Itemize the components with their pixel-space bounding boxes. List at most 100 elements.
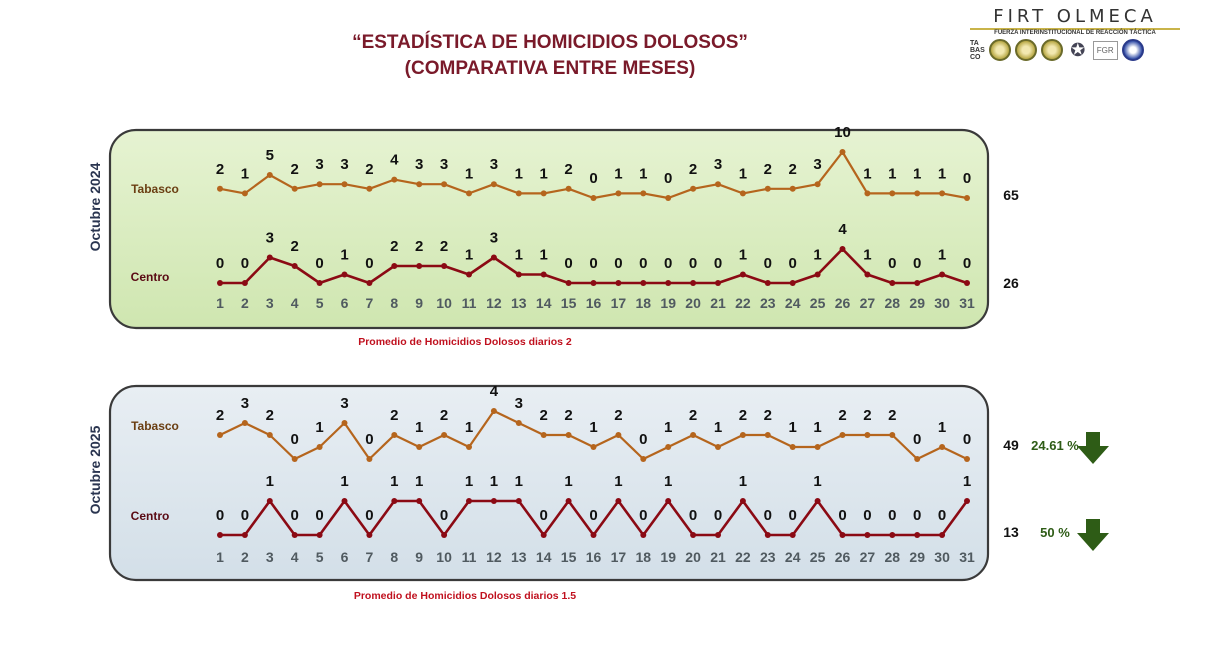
x-tick-label: 29 <box>909 549 925 565</box>
data-point <box>590 532 597 538</box>
x-tick-label: 19 <box>660 549 676 565</box>
data-point <box>391 263 398 269</box>
data-label: 3 <box>813 156 821 173</box>
data-label: 4 <box>490 383 499 400</box>
data-label: 1 <box>540 165 548 182</box>
data-point <box>441 263 448 269</box>
data-label: 1 <box>490 473 498 490</box>
data-label: 1 <box>614 165 622 182</box>
data-label: 1 <box>938 165 946 182</box>
data-point <box>341 420 348 426</box>
x-tick-label: 22 <box>735 295 751 311</box>
series-label-centro: Centro <box>131 270 170 284</box>
data-point <box>964 456 970 462</box>
x-tick-label: 23 <box>760 295 776 311</box>
data-label: 1 <box>789 419 797 436</box>
x-tick-label: 6 <box>341 295 349 311</box>
data-label: 0 <box>216 507 224 524</box>
data-label: 3 <box>241 395 249 412</box>
series-total: 49 <box>1003 437 1019 453</box>
data-label: 1 <box>639 165 647 182</box>
data-label: 3 <box>490 230 498 247</box>
data-label: 0 <box>938 507 946 524</box>
data-point <box>266 498 273 504</box>
data-label: 3 <box>415 156 423 173</box>
data-point <box>291 532 298 538</box>
data-label: 1 <box>465 419 473 436</box>
data-label: 1 <box>340 473 348 490</box>
data-label: 2 <box>888 407 896 424</box>
change-percent: 50 % <box>1040 525 1070 540</box>
data-point <box>565 185 572 192</box>
x-tick-label: 25 <box>810 549 826 565</box>
seal-3-icon <box>1040 39 1063 61</box>
data-label: 1 <box>241 165 249 182</box>
x-tick-label: 15 <box>561 295 577 311</box>
x-tick-label: 4 <box>291 549 299 565</box>
x-tick-label: 14 <box>536 295 552 311</box>
data-label: 0 <box>963 431 971 448</box>
data-point <box>615 432 622 438</box>
data-label: 0 <box>365 255 373 272</box>
data-label: 2 <box>838 407 846 424</box>
data-point <box>640 190 647 197</box>
data-label: 2 <box>415 238 423 255</box>
data-point <box>366 185 373 192</box>
average-note: Promedio de Homicidios Dolosos diarios 2 <box>358 336 572 348</box>
page-title: “ESTADÍSTICA DE HOMICIDIOS DOLOSOS” (COM… <box>0 30 1100 82</box>
data-label: 2 <box>863 407 871 424</box>
data-point <box>739 432 746 438</box>
data-label: 1 <box>340 247 348 264</box>
data-point <box>939 190 946 197</box>
x-tick-label: 10 <box>436 549 452 565</box>
data-point <box>590 280 597 286</box>
series-total: 65 <box>1003 187 1019 203</box>
data-point <box>690 432 697 438</box>
data-point <box>939 444 946 450</box>
logo-rule <box>970 28 1180 30</box>
data-label: 0 <box>564 255 572 272</box>
x-tick-label: 26 <box>835 549 851 565</box>
data-label: 0 <box>789 507 797 524</box>
data-point <box>441 181 448 188</box>
data-point <box>515 190 522 197</box>
change-percent: 24.61 % <box>1031 438 1079 453</box>
data-label: 0 <box>589 255 597 272</box>
data-point <box>814 444 821 450</box>
data-label: 2 <box>365 161 373 178</box>
data-label: 2 <box>764 407 772 424</box>
data-label: 2 <box>540 407 548 424</box>
data-label: 1 <box>813 247 821 264</box>
data-point <box>764 432 771 438</box>
data-point <box>690 185 697 192</box>
data-label: 0 <box>315 255 323 272</box>
data-label: 3 <box>714 156 722 173</box>
title-line-2: (COMPARATIVA ENTRE MESES) <box>404 58 696 79</box>
data-point <box>540 532 547 538</box>
x-tick-label: 18 <box>636 549 652 565</box>
data-label: 0 <box>963 255 971 272</box>
data-point <box>665 498 672 504</box>
data-label: 0 <box>664 170 672 187</box>
data-point <box>615 280 622 286</box>
data-point <box>640 280 647 286</box>
x-tick-label: 27 <box>860 295 876 311</box>
firt-olmeca-logo: FIRT OLMECA FUERZA INTERINSTITUCIONAL DE… <box>970 6 1190 61</box>
data-label: 0 <box>664 255 672 272</box>
data-label: 0 <box>764 507 772 524</box>
data-label: 2 <box>739 407 747 424</box>
x-tick-label: 13 <box>511 295 527 311</box>
data-point <box>615 190 622 197</box>
x-tick-label: 22 <box>735 549 751 565</box>
data-point <box>217 280 223 286</box>
data-label: 0 <box>216 255 224 272</box>
data-point <box>864 432 871 438</box>
x-tick-label: 27 <box>860 549 876 565</box>
data-label: 1 <box>739 473 747 490</box>
data-point <box>540 432 547 438</box>
data-label: 0 <box>963 170 971 187</box>
data-point <box>914 456 921 462</box>
data-point <box>341 498 348 504</box>
data-label: 1 <box>938 247 946 264</box>
data-point <box>739 271 746 278</box>
